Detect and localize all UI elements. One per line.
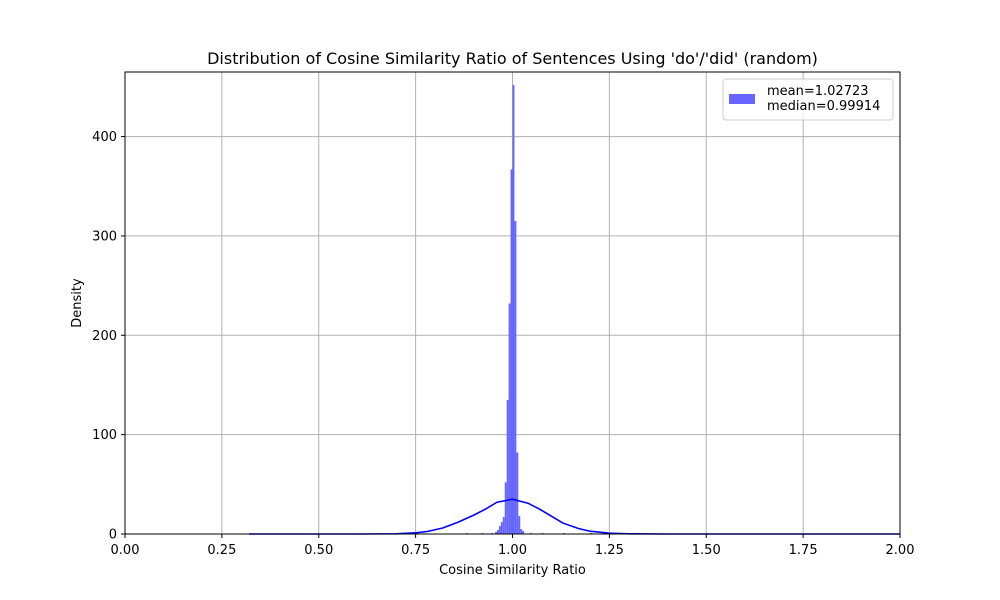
histogram-bar-16 bbox=[520, 529, 523, 534]
y-axis-ticks: 0 100 200 300 400 bbox=[92, 130, 125, 543]
histogram-bar-4 bbox=[497, 530, 499, 534]
x-tick-label-2: 0.50 bbox=[304, 543, 333, 558]
histogram-bar-5 bbox=[498, 526, 501, 534]
histogram-bar-15 bbox=[518, 516, 521, 534]
legend-box bbox=[722, 78, 894, 121]
histogram-bar-8 bbox=[504, 482, 507, 534]
histogram-bar-3 bbox=[495, 532, 497, 534]
x-tick-label-8: 2.00 bbox=[886, 543, 915, 558]
histogram-bar-12 bbox=[512, 84, 515, 534]
y-axis-label: Density bbox=[70, 278, 85, 328]
histogram-bar-17 bbox=[522, 531, 525, 534]
y-tick-label-1: 100 bbox=[92, 428, 117, 443]
y-tick-label-4: 400 bbox=[92, 130, 117, 145]
histogram-bar-9 bbox=[506, 399, 509, 534]
histogram-bar-14 bbox=[516, 452, 519, 534]
histogram-bar-11 bbox=[510, 169, 513, 534]
legend-swatch bbox=[729, 94, 755, 104]
x-axis-ticks: 0.00 0.25 0.50 0.75 1.00 1.25 1.50 1.75 2.00 bbox=[111, 534, 915, 558]
x-tick-label-3: 0.75 bbox=[401, 543, 430, 558]
histogram-bar-13 bbox=[514, 221, 517, 534]
legend-line-0: mean=1.02723 bbox=[767, 84, 869, 99]
y-tick-label-0: 0 bbox=[109, 528, 117, 543]
histogram-bar-7 bbox=[502, 517, 505, 534]
histogram-bar-6 bbox=[500, 522, 503, 534]
y-tick-label-3: 300 bbox=[92, 229, 117, 244]
y-tick-label-2: 200 bbox=[92, 329, 117, 344]
legend: mean=1.02723 median=0.99914 bbox=[722, 78, 894, 121]
x-tick-label-5: 1.25 bbox=[595, 543, 624, 558]
x-axis-label: Cosine Similarity Ratio bbox=[439, 563, 586, 578]
legend-line-1: median=0.99914 bbox=[767, 99, 880, 114]
legend-label: mean=1.02723 median=0.99914 bbox=[767, 84, 880, 114]
x-tick-label-6: 1.50 bbox=[692, 543, 721, 558]
x-tick-label-1: 0.25 bbox=[207, 543, 236, 558]
histogram-bar-10 bbox=[508, 303, 511, 534]
x-tick-label-7: 1.75 bbox=[789, 543, 818, 558]
x-tick-label-0: 0.00 bbox=[111, 543, 140, 558]
x-tick-label-4: 1.00 bbox=[498, 543, 527, 558]
chart-title: Distribution of Cosine Similarity Ratio … bbox=[207, 49, 818, 68]
